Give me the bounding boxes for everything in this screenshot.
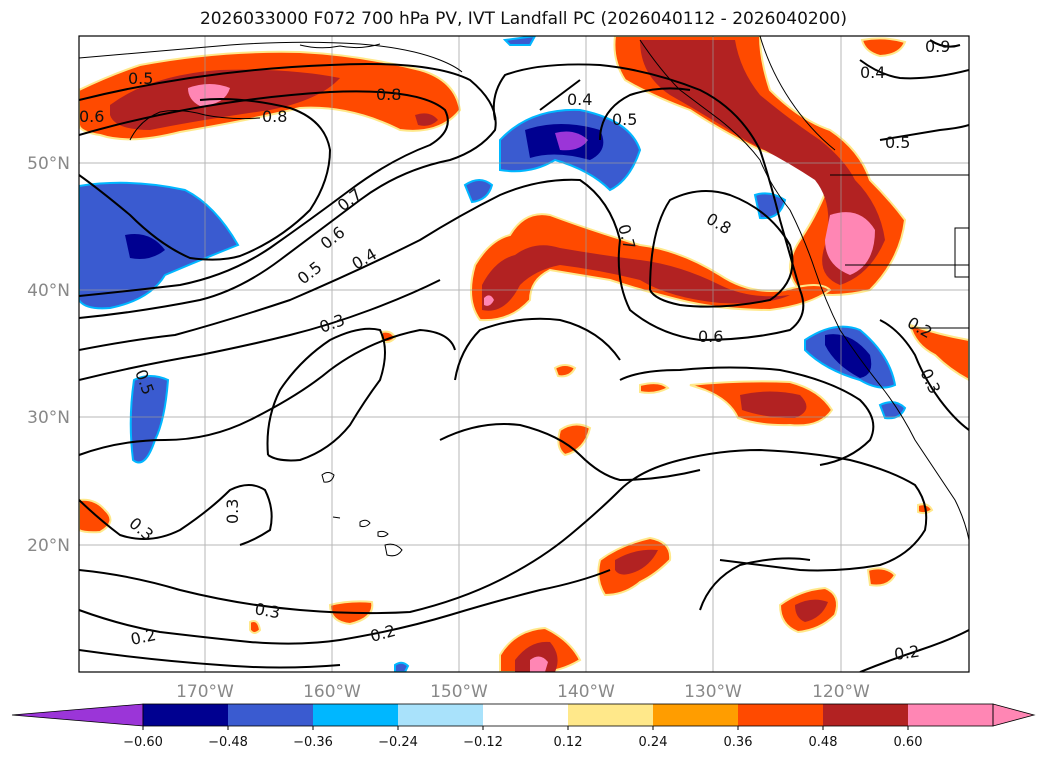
contour-label: 0.5 [128, 69, 153, 88]
colorbar-tick-label: 0.24 [639, 735, 668, 750]
colorbar-tick-label: 0.60 [894, 735, 923, 750]
colorbar-segment [653, 704, 738, 726]
contour-label: 0.5 [885, 133, 910, 152]
colorbar-extend-high [992, 703, 1036, 727]
colorbar-tick-label: −0.48 [208, 735, 248, 750]
colorbar-segment [908, 704, 993, 726]
contour-label: 0.3 [253, 599, 281, 622]
contour-label: 0.5 [612, 110, 637, 129]
contour-label: 0.3 [223, 499, 242, 524]
colorbar-segment [143, 704, 228, 726]
colorbar-tick-label: −0.36 [293, 735, 333, 750]
map-title: 2026033000 F072 700 hPa PV, IVT Landfall… [199, 9, 847, 29]
colorbar-segment [738, 704, 823, 726]
lon-label: 150°W [430, 682, 488, 702]
map-frame [78, 35, 970, 673]
contour-label: 0.2 [129, 625, 158, 649]
colorbar-tick-label: −0.60 [123, 735, 163, 750]
lat-label: 30°N [27, 408, 70, 428]
lon-label: 160°W [303, 682, 361, 702]
contour-label: 0.6 [79, 107, 104, 126]
contour-label: 0.8 [376, 85, 401, 104]
longitude-labels: 170°W 160°W 150°W 140°W 130°W 120°W [176, 682, 870, 702]
colorbar-tick-label: 0.12 [554, 735, 583, 750]
negative-anomaly-shading [79, 36, 907, 672]
lon-label: 130°W [684, 682, 742, 702]
hawaii-islands [321, 472, 403, 557]
latitude-labels: 50°N 40°N 30°N 20°N [27, 154, 70, 556]
lon-label: 120°W [812, 682, 870, 702]
colorbar-segment [398, 704, 483, 726]
contour-label: 0.2 [893, 642, 921, 664]
colorbar-tick-label: 0.36 [724, 735, 753, 750]
colorbar-segment [483, 704, 568, 726]
colorbar-segment [313, 704, 398, 726]
contour-label: 0.9 [925, 37, 950, 56]
colorbar-tick-label: −0.24 [378, 735, 418, 750]
colorbar: −0.60 −0.48 −0.36 −0.24 −0.12 0.12 0.24 0.36 0.4… [11, 703, 1036, 750]
lon-label: 170°W [176, 682, 234, 702]
contour-label: 0.4 [860, 63, 885, 82]
lat-label: 40°N [27, 281, 70, 301]
contour-label: 0.8 [262, 107, 287, 126]
lat-label: 20°N [27, 536, 70, 556]
colorbar-tick-label: −0.12 [463, 735, 503, 750]
colorbar-segment [568, 704, 653, 726]
colorbar-segment [228, 704, 313, 726]
pv-contours [79, 39, 969, 672]
colorbar-tick-label: 0.48 [809, 735, 838, 750]
colorbar-segment [823, 704, 908, 726]
lat-label: 50°N [27, 154, 70, 174]
contour-label: 0.6 [698, 327, 723, 346]
colorbar-extend-low [11, 703, 144, 727]
contour-label: 0.4 [567, 90, 592, 109]
lon-label: 140°W [557, 682, 615, 702]
